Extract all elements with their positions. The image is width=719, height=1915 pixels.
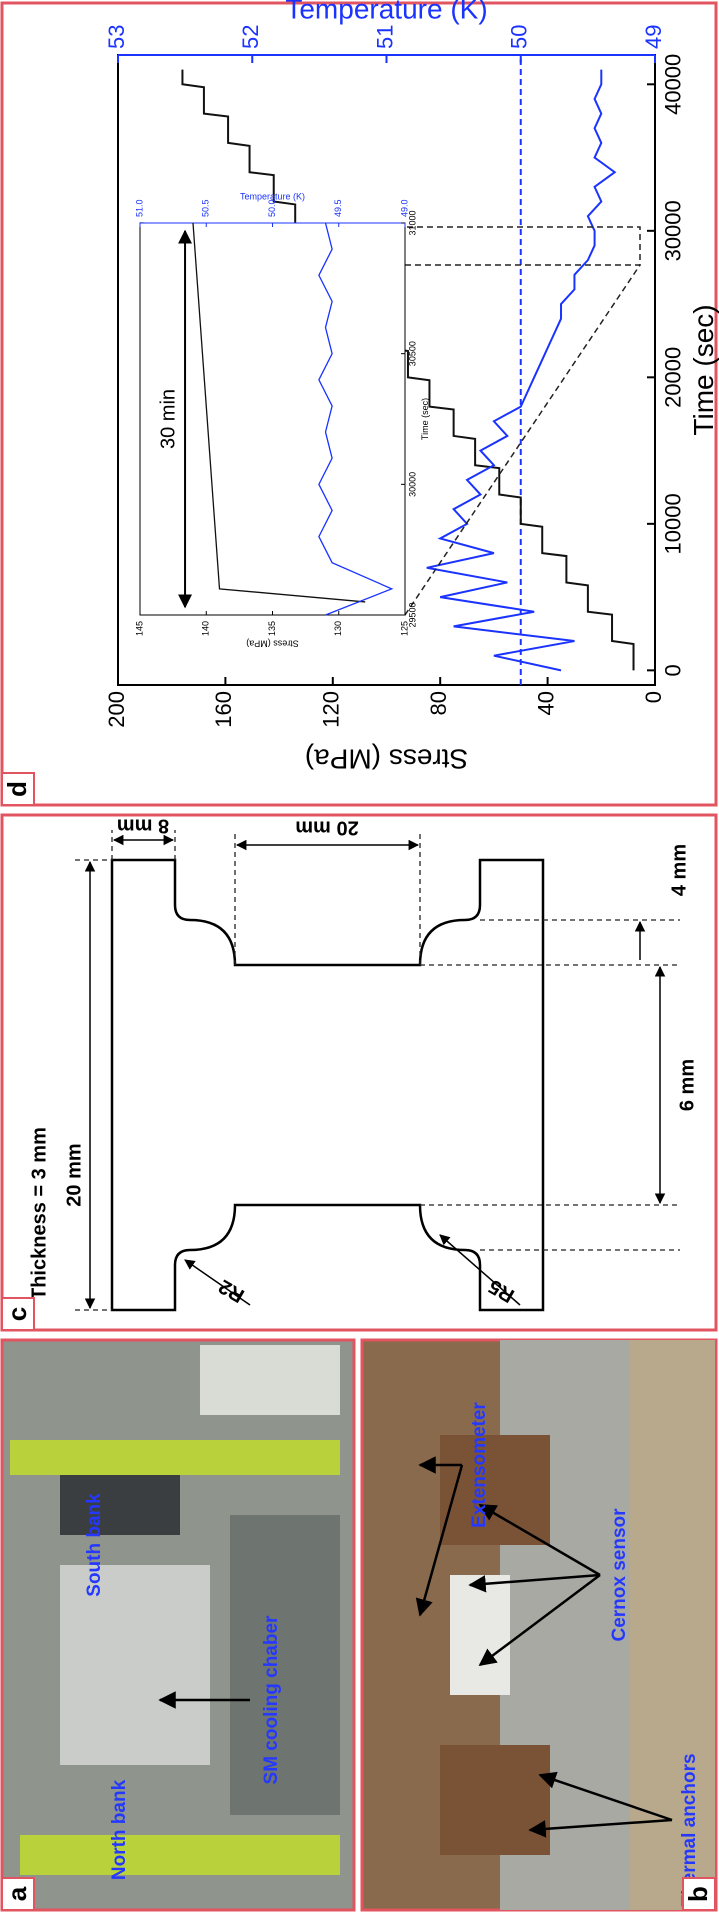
x-axis-label: Time (sec) xyxy=(688,304,719,435)
x-tick-label: 40000 xyxy=(661,54,686,115)
x-tick-label: 29500 xyxy=(407,602,417,627)
photo-shape xyxy=(60,1475,180,1535)
zoom-connector xyxy=(404,264,641,616)
y-tick-label: 0 xyxy=(641,691,666,703)
y2-tick-label: 51 xyxy=(372,25,397,49)
y2-tick-label: 50.0 xyxy=(267,199,277,217)
x-tick-label: 31000 xyxy=(407,210,417,235)
annotation: 30 min xyxy=(157,389,179,449)
photo-shape xyxy=(630,1340,715,1910)
y-axis-label: Stress (MPa) xyxy=(246,639,299,649)
y-axis-label: Stress (MPa) xyxy=(305,744,468,775)
y2-tick-label: 49.0 xyxy=(399,199,409,217)
x-axis-label: Time (sec) xyxy=(420,398,430,440)
y2-tick-label: 49.5 xyxy=(333,199,343,217)
y-tick-label: 40 xyxy=(533,691,558,715)
dimension-label: 20 mm xyxy=(63,1143,85,1206)
zoom-box xyxy=(234,226,641,266)
radius-pointer xyxy=(439,1234,521,1306)
label-box xyxy=(1,1297,35,1331)
y-tick-label: 120 xyxy=(319,691,344,728)
arrow xyxy=(538,1771,673,1822)
arrow xyxy=(415,1464,464,1617)
y-tick-label: 135 xyxy=(267,621,277,636)
y2-axis-label: Temperature (K) xyxy=(240,191,305,201)
photo-shape xyxy=(20,1835,340,1875)
y2-axis-label: Temperature (K) xyxy=(285,0,487,24)
plot-frame xyxy=(139,222,406,616)
label-box xyxy=(1,772,35,806)
arrow xyxy=(478,1503,601,1577)
y-tick-label: 160 xyxy=(211,691,236,728)
label-box xyxy=(682,1877,716,1911)
photo-label: Cernox sensor xyxy=(609,1508,630,1642)
x-tick-label: 30000 xyxy=(407,472,417,497)
panel-a: North bank SM cooling chaber South bank … xyxy=(0,1338,356,1912)
panel-label: a xyxy=(2,1886,32,1901)
y-tick-label: 200 xyxy=(104,691,129,728)
specimen-outline xyxy=(110,858,545,1312)
thickness-label: Thickness = 3 mm xyxy=(28,1127,50,1300)
y2-tick-label: 50 xyxy=(507,25,532,49)
photo-shape xyxy=(440,1745,550,1855)
photo-shape xyxy=(10,1440,340,1475)
y2-tick-label: 49 xyxy=(641,25,666,49)
photo-label: SM cooling chaber xyxy=(261,1615,282,1785)
dimension-label: 8 mm xyxy=(117,815,169,837)
panel-d: d 0 10000 20000 30000 40000 0 40 80 120 160 200 49 5… xyxy=(0,0,719,807)
photo-label: North bank xyxy=(109,1779,130,1880)
photo-shape xyxy=(450,1575,510,1695)
panel-label: b xyxy=(683,1886,713,1902)
arrow xyxy=(478,1574,601,1667)
photo-shape xyxy=(60,1565,210,1765)
y-tick-label: 125 xyxy=(399,621,409,636)
y2-tick-label: 52 xyxy=(238,25,263,49)
radius-pointer xyxy=(184,1259,251,1306)
label-box xyxy=(1,1877,35,1911)
panel-label: d xyxy=(2,781,32,797)
photo-label: South bank xyxy=(84,1493,105,1597)
y2-tick-label: 53 xyxy=(104,25,129,49)
photo-shape xyxy=(440,1435,550,1545)
photo-label: Thermal anchors xyxy=(679,1753,700,1906)
photo-label: Extensometer xyxy=(469,1402,490,1528)
panel-c: Thickness = 3 mm 20 mm 8 mm 20 mm 4 mm 6… xyxy=(0,813,718,1332)
arrow xyxy=(468,1573,601,1593)
panel-b: Thermal anchors Cernox sensor Extensomet… xyxy=(360,1338,718,1912)
photo-shape xyxy=(200,1345,340,1415)
x-tick-label: 20000 xyxy=(661,347,686,408)
photo-shape xyxy=(230,1515,340,1815)
panel-frame xyxy=(0,813,718,1332)
data-line xyxy=(192,222,366,603)
dimension-label: 20 mm xyxy=(295,817,358,839)
data-line xyxy=(426,69,617,672)
y-tick-label: 80 xyxy=(426,691,451,715)
y-tick-label: 140 xyxy=(201,621,211,636)
y-tick-label: 130 xyxy=(333,621,343,636)
dimension-label: 6 mm xyxy=(676,1059,698,1111)
y2-tick-label: 51.0 xyxy=(134,199,144,217)
y2-tick-label: 50.5 xyxy=(201,199,211,217)
x-tick-label: 0 xyxy=(661,664,686,676)
x-tick-label: 30000 xyxy=(661,200,686,261)
x-tick-label: 10000 xyxy=(661,493,686,554)
x-tick-label: 30500 xyxy=(407,341,417,366)
panel-label: c xyxy=(2,1307,32,1321)
data-line xyxy=(318,222,394,616)
data-line xyxy=(181,69,635,671)
dimension-label: 4 mm xyxy=(668,844,690,896)
arrow xyxy=(528,1818,673,1838)
y-tick-label: 145 xyxy=(134,621,144,636)
